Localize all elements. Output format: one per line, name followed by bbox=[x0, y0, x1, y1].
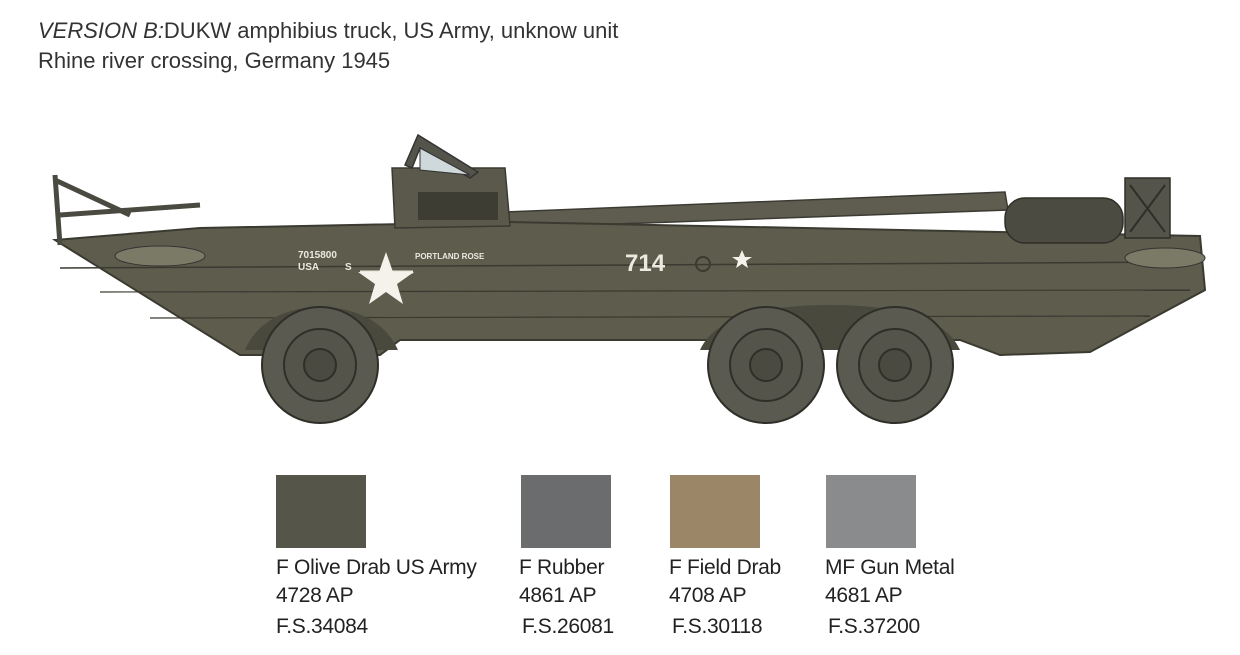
dukw-side-profile: 7015800 USA S PORTLAND ROSE 714 bbox=[51, 133, 1207, 424]
hull-port bbox=[695, 256, 711, 272]
color-label-field-drab: F Field Drab 4708 AP F.S.30118 bbox=[669, 556, 781, 638]
small-star bbox=[732, 250, 752, 268]
wheel-rear bbox=[836, 306, 954, 424]
wheel-front bbox=[261, 306, 379, 424]
wheel-middle bbox=[707, 306, 825, 424]
color-label-gun-metal: MF Gun Metal 4681 AP F.S.37200 bbox=[825, 556, 955, 638]
title-line-1: VERSION B:DUKW amphibius truck, US Army,… bbox=[38, 16, 618, 46]
windshield-frame bbox=[404, 133, 480, 179]
grille bbox=[418, 192, 498, 220]
profile-title: VERSION B:DUKW amphibius truck, US Army,… bbox=[38, 16, 618, 76]
swatch-olive-drab bbox=[276, 475, 366, 548]
usa-marking: USA bbox=[298, 262, 319, 273]
s-marking: S bbox=[345, 262, 352, 273]
swatch-gun-metal bbox=[826, 475, 916, 548]
vehicle-description: DUKW amphibius truck, US Army, unknow un… bbox=[163, 18, 619, 43]
serial-marking: 7015800 bbox=[298, 250, 337, 261]
swatch-rubber bbox=[521, 475, 611, 548]
a-frame bbox=[52, 174, 201, 246]
color-label-olive-drab: F Olive Drab US Army 4728 AP F.S.34084 bbox=[276, 556, 477, 638]
name-marking: PORTLAND ROSE bbox=[415, 252, 485, 261]
title-line-2: Rhine river crossing, Germany 1945 bbox=[38, 48, 391, 73]
color-label-rubber: F Rubber 4861 AP F.S.26081 bbox=[519, 556, 614, 638]
bow-fender bbox=[114, 245, 206, 267]
version-label: VERSION B: bbox=[38, 18, 164, 43]
swatch-field-drab bbox=[670, 475, 760, 548]
stern-fender bbox=[1124, 247, 1206, 269]
spare-tire bbox=[1004, 197, 1124, 244]
number-marking: 714 bbox=[625, 250, 666, 277]
star-insignia bbox=[358, 252, 414, 304]
